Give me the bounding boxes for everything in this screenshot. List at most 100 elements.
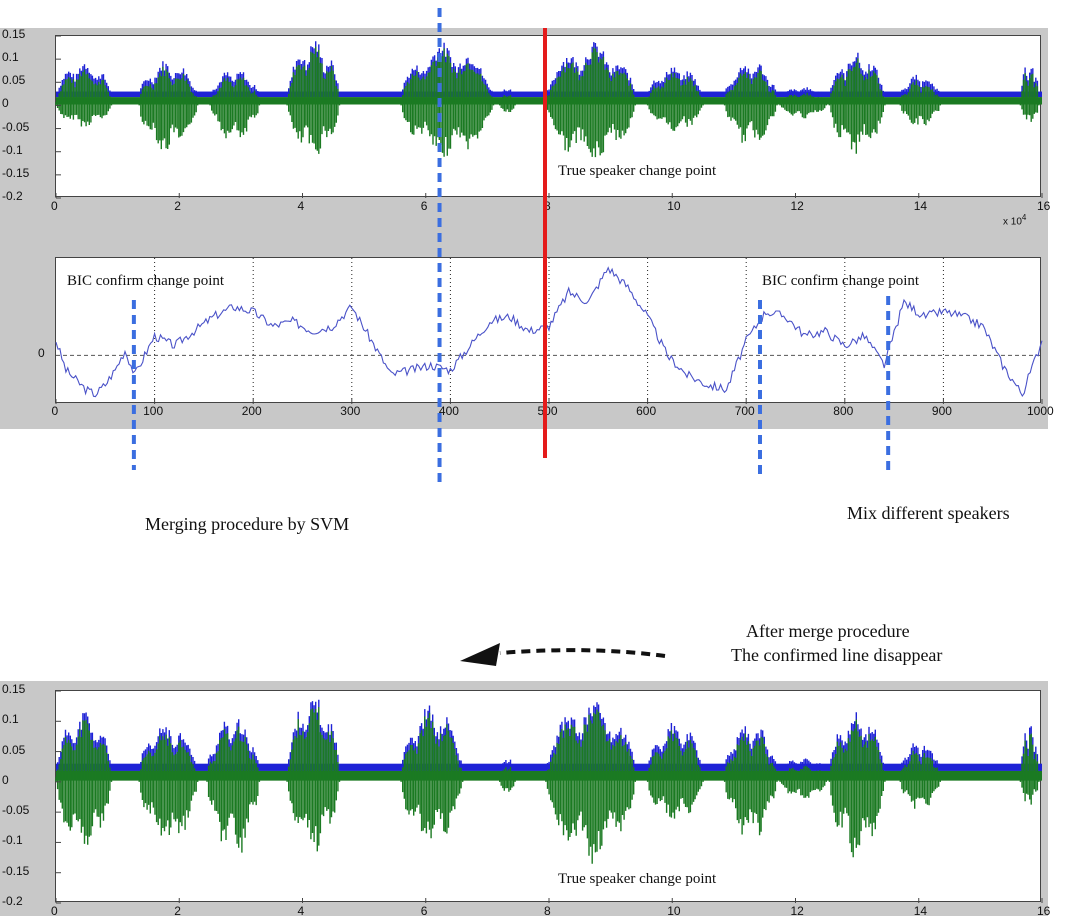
- y-tick-label: 0.15: [2, 682, 26, 696]
- top-waveform-axes: [55, 35, 1043, 199]
- y-tick-label: -0.15: [2, 165, 30, 180]
- true-change-label-top: True speaker change point: [558, 163, 717, 179]
- bottom-waveform-axes: [55, 690, 1043, 904]
- waveform-segment-7: [646, 723, 704, 819]
- y-tick-label: -0.1: [2, 833, 23, 848]
- waveform-body: [499, 766, 516, 792]
- x-tick-label: 12: [790, 904, 804, 918]
- waveform-segment-3: [286, 699, 341, 852]
- waveform-segment-11: [899, 743, 941, 809]
- waveform-segment-0: [55, 64, 113, 127]
- waveform-segment-7: [646, 67, 704, 131]
- waveform-segment-11: [899, 74, 941, 126]
- waveform-segment-10: [828, 712, 886, 858]
- waveform-segment-4: [400, 705, 464, 839]
- bic-curve-line: [55, 266, 1043, 398]
- x-tick-label: 500: [537, 404, 558, 418]
- waveform-body: [55, 719, 113, 845]
- waveform-segment-9: [779, 758, 827, 798]
- waveform-segment-0: [55, 712, 113, 845]
- waveform-body: [400, 48, 495, 157]
- waveform-body: [779, 765, 827, 798]
- x-tick-label: 2: [174, 199, 181, 213]
- bic-curve-plot: [55, 258, 1043, 404]
- x-tick-label: 12: [790, 199, 804, 213]
- y-tick-label: 0: [2, 96, 9, 111]
- x-tick-label: 900: [931, 404, 952, 418]
- waveform-body: [779, 92, 827, 119]
- bic-confirm-label-right: BIC confirm change point: [762, 273, 920, 289]
- y-tick-label: 0.15: [2, 27, 26, 41]
- waveform-body: [828, 719, 886, 858]
- x-tick-label: 4: [297, 199, 305, 213]
- waveform-segment-5: [499, 759, 516, 792]
- after-merge-label: After merge procedure: [746, 621, 910, 641]
- mix-speakers-label: Mix different speakers: [847, 503, 1010, 523]
- x-tick-label: 10: [667, 904, 681, 918]
- waveform-body: [400, 712, 464, 839]
- waveform-body: [206, 726, 261, 853]
- y-tick-label: 0.05: [2, 742, 26, 757]
- y-tick-label: -0.2: [2, 189, 23, 203]
- waveform-body: [286, 46, 341, 154]
- waveform-segment-8: [723, 64, 778, 143]
- waveform-segment-9: [779, 87, 827, 119]
- waveform-body: [55, 69, 113, 127]
- x-tick-label: 16: [1037, 199, 1051, 213]
- waveform-segment-6: [545, 702, 636, 864]
- bottom-waveform-panel: 0 2 4 6 8 10 12 14 16 0.15 0.1 0.05 0 -0.05 -0.1 -0.15 -…: [0, 681, 1051, 918]
- waveform-segment-2: [206, 719, 261, 853]
- y-tick-label: 0: [2, 772, 9, 787]
- waveform-segment-1: [138, 61, 199, 150]
- waveform-body: [723, 69, 778, 143]
- waveform-body: [209, 77, 261, 139]
- x-tick-label: 0: [51, 199, 58, 213]
- waveform-segment-8: [723, 726, 778, 836]
- waveform-body: [138, 734, 199, 836]
- line-disappear-label: The confirmed line disappear: [731, 645, 943, 665]
- y-tick-label: 0.1: [2, 50, 19, 65]
- x-tick-label: 600: [636, 404, 657, 418]
- merging-label: Merging procedure by SVM: [145, 514, 350, 534]
- x-tick-label: 300: [340, 404, 361, 418]
- waveform-body: [1019, 73, 1040, 122]
- bottom-waveform-plot: [55, 690, 1043, 904]
- waveform-body: [899, 750, 941, 809]
- x-tick-label: 0: [51, 404, 59, 418]
- y-tick-label: -0.05: [2, 803, 30, 818]
- y-tick-label: -0.1: [2, 142, 23, 157]
- waveform-envelope: [781, 758, 826, 770]
- waveform-body: [138, 66, 199, 150]
- x-tick-label: 8: [544, 199, 551, 213]
- waveform-segment-12: [1019, 67, 1040, 122]
- top-waveform-plot: [55, 35, 1043, 199]
- waveform-body: [646, 73, 704, 131]
- x-tick-label: 2: [174, 904, 181, 918]
- waveform-body: [499, 95, 516, 112]
- waveform-body: [545, 709, 636, 864]
- waveform-envelope: [500, 89, 515, 97]
- x-multiplier-label: x 104: [1003, 213, 1026, 227]
- x-tick-label: 800: [833, 404, 854, 418]
- x-tick-label: 16: [1037, 904, 1051, 918]
- y-tick-label: 0: [38, 346, 45, 361]
- waveform-segment-12: [1019, 726, 1040, 805]
- x-tick-label: 1000: [1027, 404, 1054, 418]
- waveform-body: [899, 80, 941, 126]
- x-tick-label: 6: [420, 904, 428, 918]
- x-tick-label: 6: [420, 199, 428, 213]
- waveform-envelope: [140, 61, 197, 97]
- x-tick-label: 700: [734, 404, 755, 418]
- top-waveform-panel: 0 2 4 6 8 10 12 14 16 0.15 0.1 0.05 0 -0.05 -0.1 -0.15 -…: [0, 27, 1051, 229]
- waveform-body: [723, 733, 778, 836]
- x-tick-label: 400: [438, 404, 459, 418]
- waveform-segment-3: [286, 41, 341, 154]
- waveform-envelope: [140, 727, 197, 770]
- true-change-label-bottom: True speaker change point: [558, 871, 717, 887]
- x-tick-label: 4: [297, 904, 305, 918]
- waveform-segment-6: [545, 42, 636, 158]
- waveform-body: [1019, 733, 1040, 805]
- x-tick-label: 200: [241, 404, 262, 418]
- x-multiplier-exponent: 4: [1021, 213, 1027, 222]
- waveform-segment-10: [828, 52, 886, 154]
